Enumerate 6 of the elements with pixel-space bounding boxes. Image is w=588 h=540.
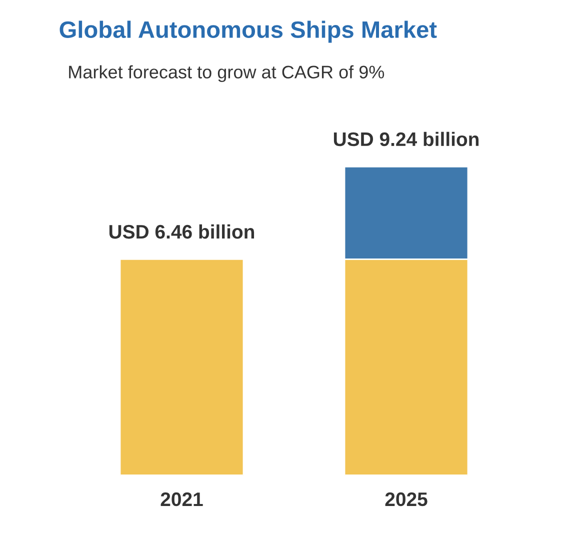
- total-label: USD 6.46 billion: [109, 224, 254, 239]
- total-label: USD 9.24 billion: [334, 132, 479, 146]
- chart-title: Global Autonomous Ships Market: [60, 20, 437, 43]
- x-tick-label: 2025: [385, 492, 428, 506]
- chart-subtitle: Market forecast to grow at CAGR of 9%: [69, 65, 384, 82]
- x-tick-label: 2021: [160, 492, 203, 506]
